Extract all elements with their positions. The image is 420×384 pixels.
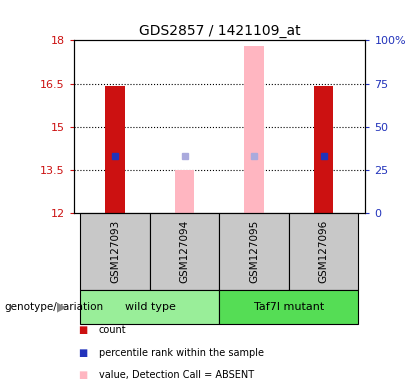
Text: ▶: ▶ <box>57 301 66 314</box>
Text: ■: ■ <box>78 325 87 335</box>
Bar <box>244 46 264 213</box>
Text: value, Detection Call = ABSENT: value, Detection Call = ABSENT <box>99 370 254 380</box>
Text: ■: ■ <box>78 370 87 380</box>
Text: wild type: wild type <box>124 302 176 312</box>
Text: Taf7l mutant: Taf7l mutant <box>254 302 324 312</box>
Bar <box>150 213 220 290</box>
Bar <box>220 213 289 290</box>
Bar <box>289 213 358 290</box>
Text: genotype/variation: genotype/variation <box>4 302 103 312</box>
Text: GSM127095: GSM127095 <box>249 220 259 283</box>
Text: GSM127094: GSM127094 <box>180 220 190 283</box>
Bar <box>105 86 125 213</box>
Text: GSM127093: GSM127093 <box>110 220 120 283</box>
Bar <box>314 86 333 213</box>
Bar <box>175 170 194 213</box>
Bar <box>220 290 358 324</box>
Bar <box>81 290 220 324</box>
Text: count: count <box>99 325 126 335</box>
Bar <box>81 213 150 290</box>
Title: GDS2857 / 1421109_at: GDS2857 / 1421109_at <box>139 24 300 38</box>
Text: GSM127096: GSM127096 <box>319 220 329 283</box>
Text: ■: ■ <box>78 348 87 358</box>
Text: percentile rank within the sample: percentile rank within the sample <box>99 348 264 358</box>
